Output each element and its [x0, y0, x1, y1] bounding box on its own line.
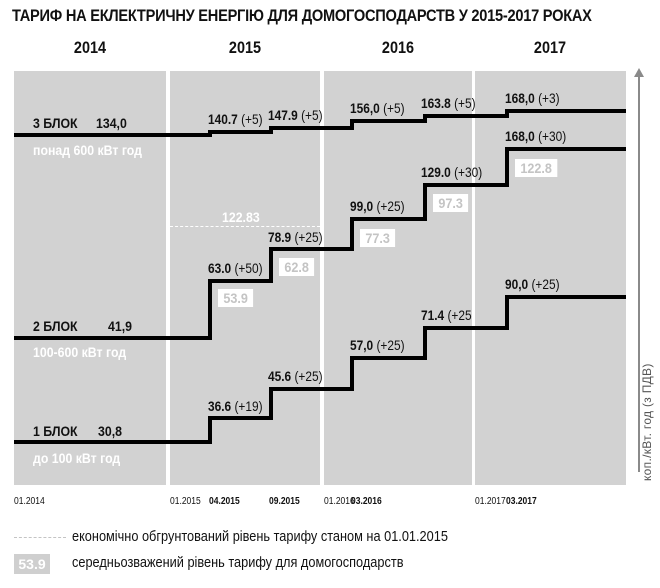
date-tick: 03.2017: [506, 496, 537, 507]
panel-2014: [14, 71, 166, 485]
date-tick: 03.2016: [351, 496, 382, 507]
year-label-2017: 2017: [533, 38, 567, 57]
economic-level-dashed-line: [170, 226, 320, 227]
y-axis-arrow-icon: [634, 68, 644, 77]
avg-box-swatch: 53.9: [14, 554, 50, 574]
legend-dashed-text: економічно обгрунтований рівень тарифу с…: [72, 528, 448, 545]
date-tick: 09.2015: [269, 496, 300, 507]
block1-step-label: 57,0 (+25): [350, 337, 405, 353]
panel-2016: [324, 71, 472, 485]
date-tick: 01.2014: [14, 496, 45, 507]
economic-level-label: 122.83: [222, 209, 260, 225]
date-tick: 01.2015: [170, 496, 201, 507]
block2-name: 2 БЛОК: [33, 318, 78, 334]
block3-step-label: 140.7 (+5): [208, 111, 263, 127]
y-axis-line: [638, 76, 640, 472]
date-tick: 01.2016: [324, 496, 355, 507]
block3-start-value: 134,0: [96, 115, 127, 131]
weighted-avg-box: 53.9: [218, 289, 254, 307]
year-label-2015: 2015: [228, 38, 262, 57]
block3-step-label: 147.9 (+5): [268, 107, 323, 123]
date-tick: 01.2017: [475, 496, 506, 507]
chart-title: ТАРИФ НА ЕКЛЕКТРИЧНУ ЕНЕРГІЮ ДЛЯ ДОМОГОС…: [12, 6, 592, 25]
block1-step-label: 45.6 (+25): [268, 368, 323, 384]
year-label-2016: 2016: [381, 38, 415, 57]
weighted-avg-box: 77.3: [360, 229, 396, 247]
weighted-avg-box: 62.8: [279, 258, 315, 276]
block3-step-label: 168,0 (+3): [505, 90, 560, 106]
weighted-avg-box: 97.3: [433, 194, 469, 212]
panel-2017: [475, 71, 626, 485]
block1-name: 1 БЛОК: [33, 423, 78, 439]
block2-step-label: 168,0 (+30): [505, 128, 567, 144]
block1-step-label: 90,0 (+25): [505, 276, 560, 292]
block2-start-value: 41,9: [108, 318, 132, 334]
dashed-line-swatch-icon: [14, 537, 66, 538]
legend-box-text: середньозважений рівень тарифу для домог…: [72, 554, 404, 571]
date-tick: 04.2015: [209, 496, 240, 507]
block3-step-label: 156,0 (+5): [350, 100, 405, 116]
block2-range: 100-600 кВт год: [33, 344, 127, 360]
block2-step-label: 78.9 (+25): [268, 229, 323, 245]
year-label-2014: 2014: [73, 38, 107, 57]
block1-step-label: 71.4 (+25: [421, 307, 472, 323]
block1-start-value: 30,8: [98, 423, 122, 439]
weighted-avg-box: 122.8: [515, 159, 558, 177]
block1-range: до 100 кВт год: [33, 450, 121, 466]
block2-step-label: 129.0 (+30): [421, 164, 483, 180]
block3-range: понад 600 кВт год: [33, 142, 142, 158]
block3-name: 3 БЛОК: [33, 115, 78, 131]
block2-step-label: 63.0 (+50): [208, 260, 263, 276]
y-axis-label: коп./кВт. год (з ПДВ): [640, 359, 654, 485]
block2-step-label: 99,0 (+25): [350, 198, 405, 214]
block1-step-label: 36.6 (+19): [208, 398, 263, 414]
block3-step-label: 163.8 (+5): [421, 95, 476, 111]
